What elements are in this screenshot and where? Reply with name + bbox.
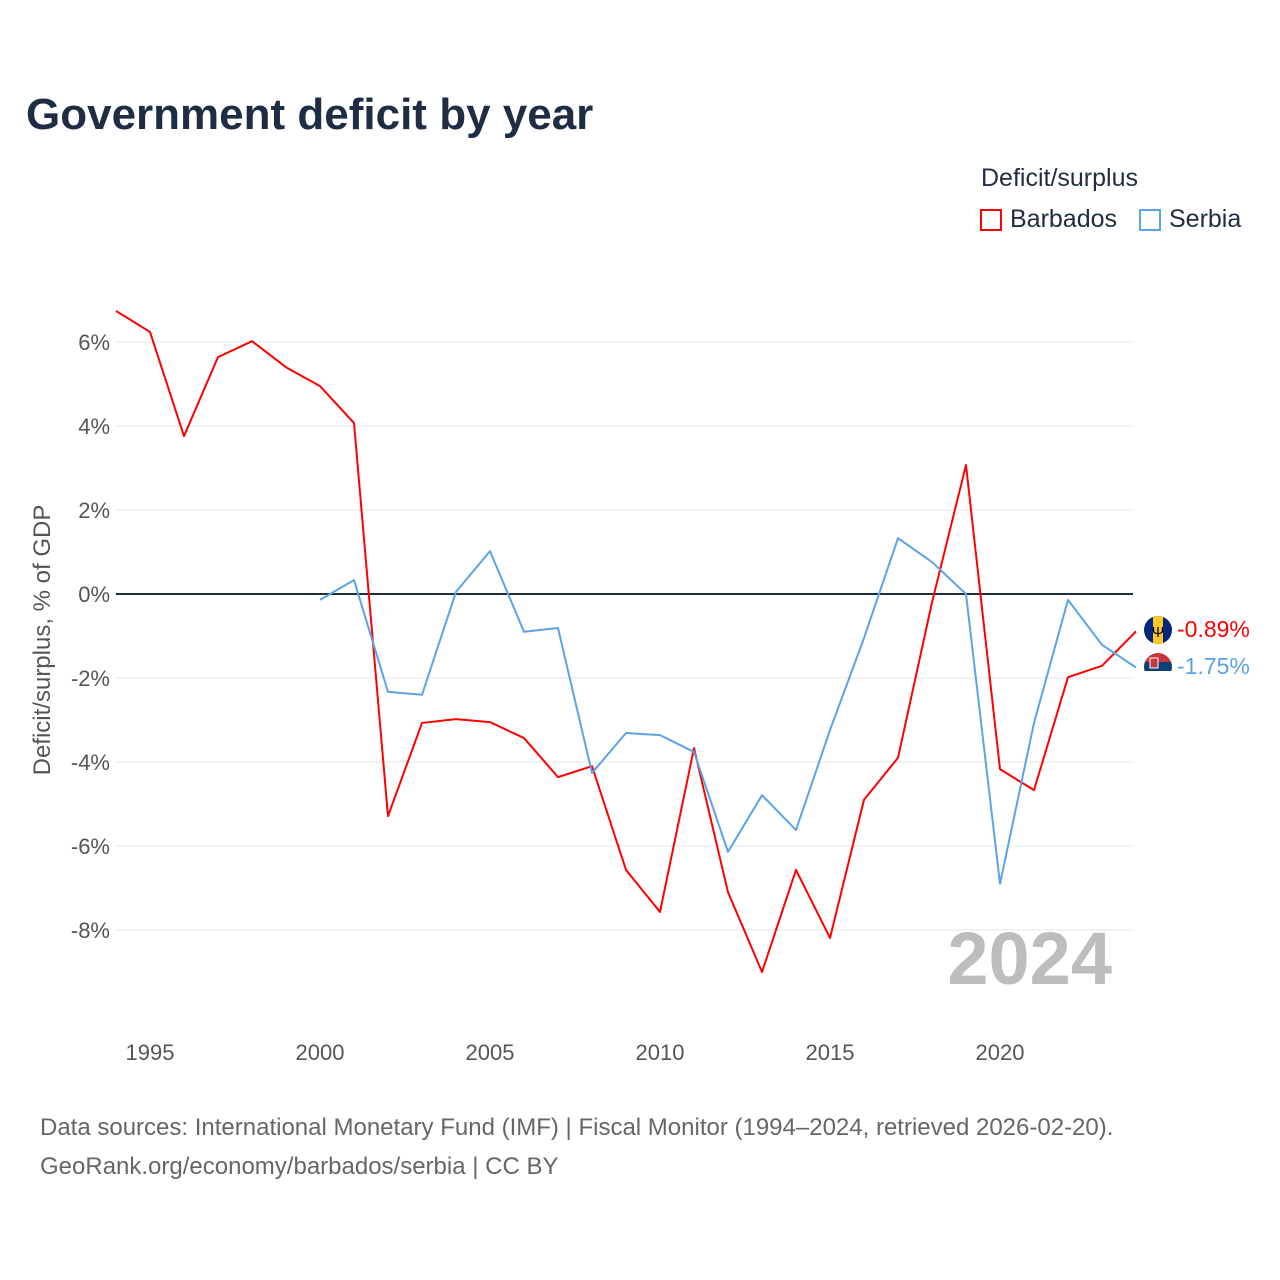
x-tick-label: 1995 bbox=[126, 1040, 175, 1065]
y-tick-label: 6% bbox=[78, 330, 110, 355]
x-tick-label: 2020 bbox=[976, 1040, 1025, 1065]
y-tick-label: -6% bbox=[71, 834, 110, 859]
end-label-barbados: -0.89% bbox=[1177, 616, 1250, 642]
svg-text:Ψ: Ψ bbox=[1152, 624, 1165, 641]
serbia-flag-icon bbox=[1144, 653, 1172, 681]
series-line-serbia bbox=[319, 537, 1137, 885]
y-tick-label: -8% bbox=[71, 918, 110, 943]
y-axis-title: Deficit/surplus, % of GDP bbox=[29, 505, 56, 776]
chart-title: Government deficit by year bbox=[26, 90, 594, 139]
y-tick-label: 2% bbox=[78, 498, 110, 523]
data-source: Data sources: International Monetary Fun… bbox=[40, 1114, 1114, 1141]
y-tick-label: -4% bbox=[71, 750, 110, 775]
legend-title: Deficit/surplus bbox=[981, 164, 1138, 192]
footer: Data sources: International Monetary Fun… bbox=[40, 1108, 1113, 1186]
legend-swatch-serbia bbox=[1139, 208, 1161, 231]
attribution-link[interactable]: GeoRank.org/economy/barbados/serbia | CC… bbox=[40, 1153, 559, 1180]
barbados-flag-icon: Ψ bbox=[1144, 616, 1172, 644]
legend-label: Serbia bbox=[1169, 205, 1242, 233]
legend-item-serbia[interactable]: Serbia bbox=[1139, 205, 1241, 234]
y-tick-label: 0% bbox=[78, 582, 110, 607]
y-tick-label: 4% bbox=[78, 414, 110, 439]
legend-item-barbados[interactable]: Barbados bbox=[980, 205, 1117, 234]
series-line-barbados bbox=[115, 310, 1137, 973]
x-tick-label: 2015 bbox=[806, 1040, 855, 1065]
legend-swatch-barbados bbox=[980, 208, 1002, 231]
x-tick-label: 2010 bbox=[636, 1040, 685, 1065]
x-tick-label: 2005 bbox=[466, 1040, 515, 1065]
legend-label: Barbados bbox=[1010, 205, 1118, 233]
x-tick-label: 2000 bbox=[296, 1040, 345, 1065]
end-label-serbia: -1.75% bbox=[1177, 653, 1250, 679]
y-tick-label: -2% bbox=[71, 666, 110, 691]
year-watermark: 2024 bbox=[947, 917, 1112, 1000]
